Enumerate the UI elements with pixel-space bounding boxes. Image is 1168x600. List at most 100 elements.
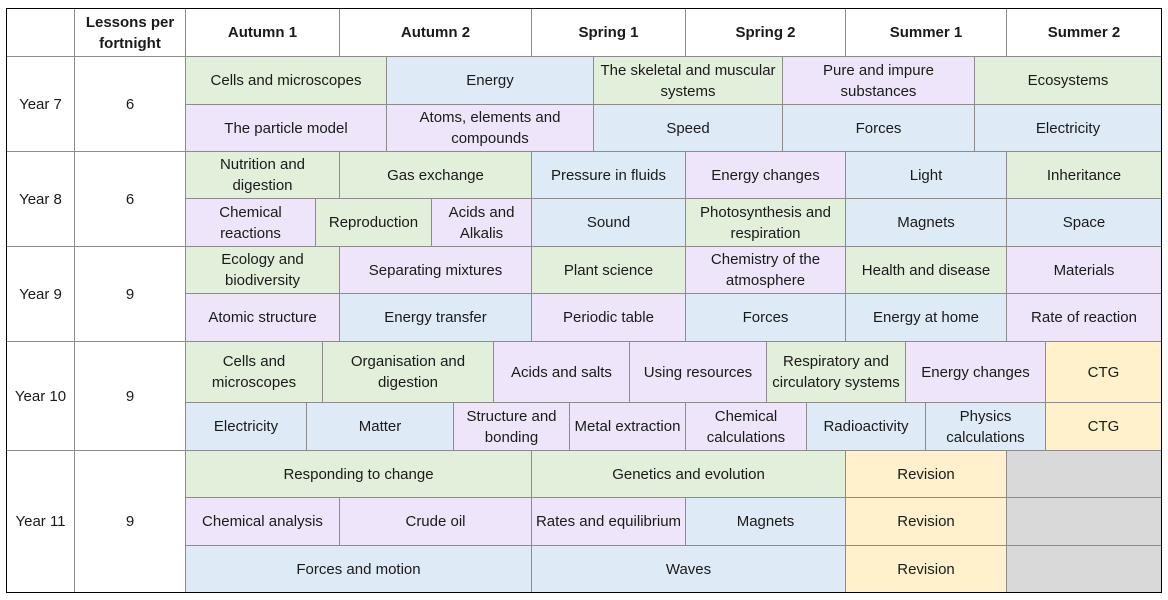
- empty-cell: [1006, 545, 1162, 593]
- topic-cell: Energy changes: [905, 341, 1046, 403]
- topic-cell: Organisation and digestion: [322, 341, 494, 403]
- topic-cell-label: Respiratory and circulatory systems: [772, 353, 900, 391]
- topic-cell-label: Atomic structure: [208, 309, 317, 326]
- topic-cell-label: Periodic table: [563, 309, 654, 326]
- topic-cell-label: The particle model: [224, 119, 348, 137]
- empty-cell: [1006, 450, 1162, 498]
- header-term-label: Autumn 2: [400, 24, 471, 41]
- topic-cell: Physics calculations: [925, 402, 1046, 451]
- header-term-label: Summer 1: [889, 24, 963, 41]
- topic-cell: Forces: [685, 293, 846, 342]
- year-label: Year 10: [6, 341, 75, 451]
- topic-cell-label: The skeletal and muscular systems: [600, 61, 776, 100]
- topic-cell: Revision: [845, 497, 1007, 546]
- topic-cell: Materials: [1006, 246, 1162, 294]
- topic-cell: Genetics and evolution: [531, 450, 846, 498]
- topic-cell-label: Energy: [466, 72, 514, 89]
- lessons-per-fortnight-value: 6: [74, 56, 186, 152]
- topic-cell-label: Photosynthesis and respiration: [700, 203, 831, 242]
- year-label: Year 7: [6, 56, 75, 152]
- topic-cell-label: Forces: [742, 309, 789, 326]
- topic-cell: Inheritance: [1006, 151, 1162, 199]
- header-term-label: Summer 2: [1047, 24, 1121, 41]
- topic-cell-label: Energy changes: [921, 363, 1030, 381]
- topic-cell-label: Electricity: [1035, 119, 1101, 137]
- topic-cell-label: Materials: [1053, 261, 1115, 279]
- topic-cell: Responding to change: [185, 450, 532, 498]
- header-term-label: Autumn 1: [227, 24, 298, 41]
- topic-cell: Using resources: [629, 341, 767, 403]
- topic-cell: Revision: [845, 545, 1007, 593]
- lessons-per-fortnight-value: 6: [74, 151, 186, 247]
- topic-cell: Sound: [531, 198, 686, 247]
- topic-cell-label: Pure and impure substances: [823, 61, 934, 100]
- lessons-per-fortnight-value: 9: [74, 341, 186, 451]
- topic-cell: Plant science: [531, 246, 686, 294]
- year-label-label: Year 11: [15, 513, 66, 530]
- topic-cell-label: Separating mixtures: [368, 261, 503, 279]
- topic-cell-label: Atoms, elements and compounds: [419, 109, 561, 147]
- topic-cell-label: Structure and bonding: [466, 407, 557, 446]
- header-term: Autumn 2: [339, 8, 532, 57]
- year-label-label: Year 9: [19, 285, 62, 303]
- topic-cell: Radioactivity: [806, 402, 926, 451]
- topic-cell-label: Acids and salts: [511, 363, 612, 381]
- topic-cell: Pressure in fluids: [531, 151, 686, 199]
- header-term-label: Spring 2: [735, 24, 796, 41]
- topic-cell-label: Revision: [897, 465, 955, 483]
- header-term: Summer 1: [845, 8, 1007, 57]
- year-label-label: Year 7: [19, 95, 62, 113]
- lessons-per-fortnight-value-label: 6: [125, 190, 135, 208]
- topic-cell: Photosynthesis and respiration: [685, 198, 846, 247]
- topic-cell-label: Waves: [665, 560, 712, 578]
- topic-cell-label: Organisation and digestion: [350, 353, 466, 391]
- topic-cell-label: Light: [909, 166, 943, 184]
- topic-cell: Magnets: [685, 497, 846, 546]
- topic-cell: Electricity: [974, 104, 1162, 152]
- topic-cell-label: Inheritance: [1046, 166, 1122, 184]
- topic-cell-label: Nutrition and digestion: [219, 156, 306, 194]
- topic-cell-label: CTG: [1087, 363, 1120, 381]
- topic-cell: Rate of reaction: [1006, 293, 1162, 342]
- topic-cell: Energy transfer: [339, 293, 532, 342]
- topic-cell-label: Rates and equilibrium: [535, 513, 682, 530]
- topic-cell-label: Energy changes: [711, 166, 820, 184]
- topic-cell-label: Chemical calculations: [706, 407, 786, 446]
- topic-cell-label: Genetics and evolution: [612, 465, 765, 483]
- topic-cell: Forces: [782, 104, 975, 152]
- topic-cell: Respiratory and circulatory systems: [766, 341, 906, 403]
- topic-cell: Metal extraction: [569, 402, 686, 451]
- header-term: Spring 1: [531, 8, 686, 57]
- topic-cell-label: Revision: [897, 513, 955, 530]
- lessons-per-fortnight-value-label: 9: [125, 387, 135, 405]
- topic-cell: Magnets: [845, 198, 1007, 247]
- topic-cell: Space: [1006, 198, 1162, 247]
- topic-cell-label: Energy at home: [873, 309, 979, 326]
- topic-cell-label: Gas exchange: [387, 166, 484, 184]
- topic-cell: Chemical reactions: [185, 198, 316, 247]
- topic-cell-label: Pressure in fluids: [550, 166, 667, 184]
- topic-cell: Electricity: [185, 402, 307, 451]
- topic-cell-label: Using resources: [643, 363, 753, 381]
- topic-cell: Reproduction: [315, 198, 432, 247]
- topic-cell-label: Chemical reactions: [219, 203, 282, 242]
- topic-cell-label: Reproduction: [328, 214, 419, 231]
- topic-cell: Energy at home: [845, 293, 1007, 342]
- year-label: Year 8: [6, 151, 75, 247]
- topic-cell-label: Magnets: [897, 214, 955, 231]
- header-lessons-per-fortnight: Lessons per fortnight: [74, 8, 186, 57]
- year-label: Year 11: [6, 450, 75, 593]
- topic-cell: Cells and microscopes: [185, 341, 323, 403]
- header-term: Spring 2: [685, 8, 846, 57]
- topic-cell: Speed: [593, 104, 783, 152]
- lessons-per-fortnight-value: 9: [74, 246, 186, 342]
- year-label-label: Year 10: [14, 387, 67, 405]
- topic-cell-label: Forces: [855, 119, 902, 137]
- header-term-label: Spring 1: [578, 24, 639, 41]
- topic-cell-label: Energy transfer: [384, 309, 487, 326]
- topic-cell: Ecosystems: [974, 56, 1162, 105]
- topic-cell: CTG: [1045, 341, 1162, 403]
- topic-cell-label: Acids and Alkalis: [448, 203, 515, 242]
- topic-cell: The skeletal and muscular systems: [593, 56, 783, 105]
